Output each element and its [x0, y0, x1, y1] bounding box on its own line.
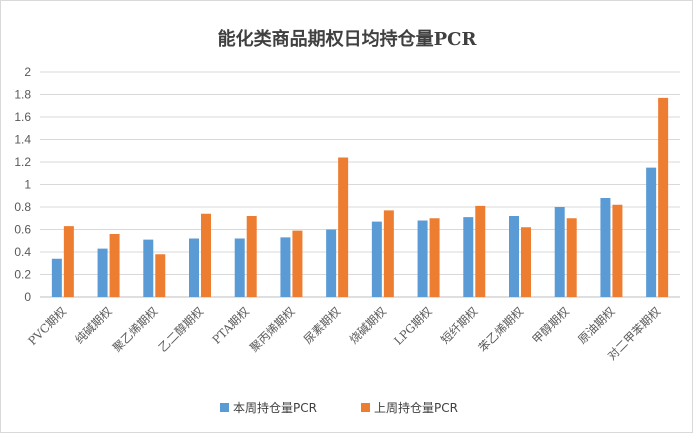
- bar-last-week: [475, 205, 486, 297]
- bar-this-week: [189, 238, 199, 297]
- gridlines: [40, 71, 680, 298]
- legend[interactable]: 本周持仓量PCR 上周持仓量PCR: [220, 400, 458, 415]
- bar-this-week: [326, 229, 337, 297]
- bar-last-week: [612, 204, 623, 297]
- bar-this-week: [600, 198, 611, 297]
- bar-last-week: [658, 97, 669, 297]
- y-tick-label: 1.6: [14, 110, 31, 124]
- bar-last-week: [429, 218, 440, 297]
- y-axis-ticks: 0 0.2 0.4 0.6 0.8 1 1.2 1.4 1.6 1.8 2: [14, 65, 31, 304]
- legend-swatch-last-week: [361, 403, 370, 412]
- bar-this-week: [463, 217, 474, 297]
- y-tick-label: 1: [24, 178, 31, 192]
- bar-this-week: [51, 258, 62, 297]
- bar-last-week: [292, 230, 303, 297]
- y-tick-label: 0.6: [14, 223, 31, 237]
- x-tick-label: 纯碱期权: [72, 304, 115, 347]
- x-tick-label: 乙二醇期权: [156, 304, 207, 355]
- legend-label-this-week: 本周持仓量PCR: [233, 400, 317, 415]
- y-tick-label: 0.2: [14, 268, 31, 282]
- x-tick-label: LPG期权: [391, 304, 435, 348]
- bar-last-week: [109, 234, 120, 297]
- bar-last-week: [566, 218, 577, 297]
- x-tick-label: 尿素期权: [301, 304, 344, 347]
- bar-this-week: [143, 239, 154, 297]
- y-tick-label: 1.2: [14, 155, 31, 169]
- x-tick-label: 短纤期权: [438, 304, 481, 347]
- bar-last-week: [338, 157, 349, 297]
- x-tick-label: 烧碱期权: [347, 304, 390, 347]
- bars: [51, 97, 669, 297]
- bar-this-week: [97, 248, 108, 297]
- y-tick-label: 2: [24, 65, 31, 79]
- y-tick-label: 0.4: [14, 245, 31, 259]
- bar-this-week: [417, 220, 428, 297]
- bar-last-week: [383, 210, 394, 297]
- bar-this-week: [646, 167, 657, 297]
- x-tick-label: 聚乙烯期权: [110, 304, 161, 355]
- x-tick-label: 甲醇期权: [529, 304, 572, 347]
- x-tick-label: PVC期权: [25, 304, 69, 348]
- y-tick-label: 1.8: [14, 88, 31, 102]
- chart-title: 能化类商品期权日均持仓量PCR: [218, 28, 478, 50]
- x-tick-label: 聚丙烯期权: [247, 304, 298, 355]
- x-tick-label: 苯乙烯期权: [476, 304, 527, 355]
- bar-this-week: [371, 221, 382, 297]
- bar-this-week: [509, 216, 519, 297]
- bar-this-week: [554, 207, 565, 297]
- bar-last-week: [63, 226, 74, 297]
- x-tick-label: 原油期权: [575, 304, 618, 347]
- y-tick-label: 0.8: [14, 200, 31, 214]
- y-tick-label: 1.4: [14, 133, 31, 147]
- bar-last-week: [155, 254, 166, 297]
- bar-last-week: [201, 213, 211, 297]
- bar-last-week: [246, 216, 257, 297]
- legend-swatch-this-week: [220, 403, 229, 412]
- bar-last-week: [521, 227, 531, 297]
- y-tick-label: 0: [24, 290, 31, 304]
- x-tick-label: PTA期权: [209, 304, 252, 347]
- legend-label-last-week: 上周持仓量PCR: [374, 400, 458, 415]
- bar-this-week: [234, 238, 245, 297]
- bar-this-week: [280, 237, 291, 297]
